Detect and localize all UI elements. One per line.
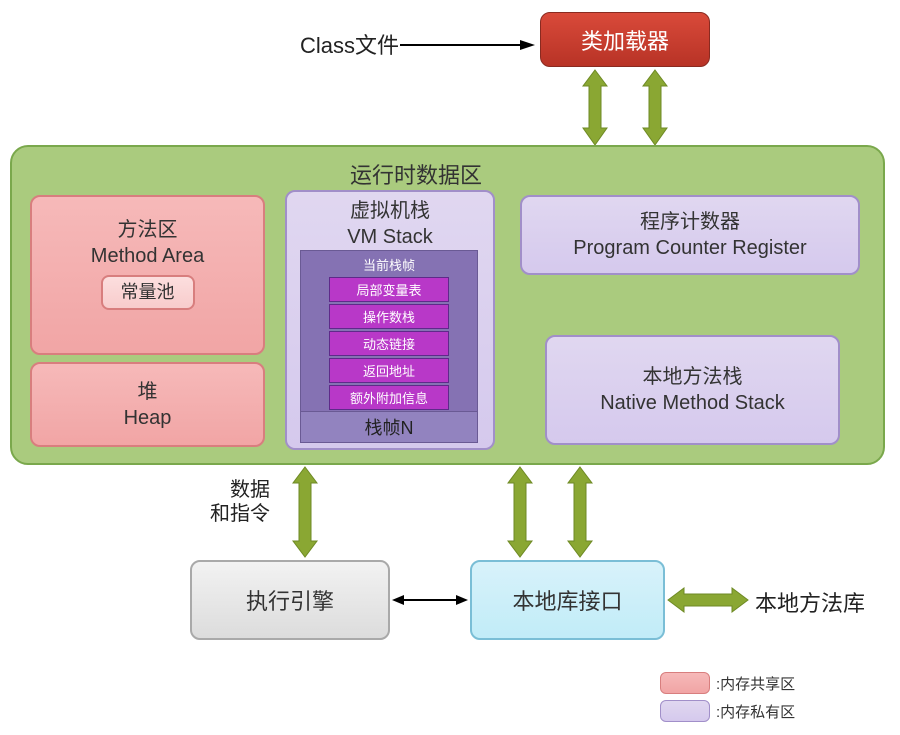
arrow-runtime-execengine: [285, 467, 325, 557]
heap-line1: 堆: [138, 379, 158, 405]
heap-line2: Heap: [124, 405, 172, 431]
pc-register-line2: Program Counter Register: [573, 235, 806, 261]
native-lib-interface-box: 本地库接口: [470, 560, 665, 640]
current-frame-title: 当前栈帧: [363, 255, 415, 274]
data-instruction-line1: 数据: [230, 479, 270, 501]
frame-item-0: 局部变量表: [329, 277, 449, 302]
legend-shared-swatch: [660, 672, 710, 694]
exec-engine-label: 执行引擎: [246, 584, 334, 616]
pc-register-box: 程序计数器 Program Counter Register: [520, 195, 860, 275]
frame-item-1: 操作数栈: [329, 304, 449, 329]
arrow-loader-runtime-down2: [635, 70, 675, 145]
classloader-label: 类加载器: [581, 24, 669, 56]
arrow-exec-nativelib: [392, 592, 468, 608]
native-stack-line2: Native Method Stack: [600, 390, 785, 416]
stackframe-n-label: 栈帧N: [365, 414, 414, 440]
arrow-nativelibif-nativelib: [668, 580, 748, 620]
pc-register-line1: 程序计数器: [640, 209, 740, 235]
data-instruction-label: 数据 和指令: [210, 478, 270, 526]
native-lib-interface-label: 本地库接口: [512, 584, 622, 616]
arrow-runtime-nativelib-1: [500, 467, 540, 557]
vm-stack-line1: 虚拟机栈: [350, 198, 430, 224]
legend-shared-text: :内存共享区: [716, 673, 795, 694]
arrow-classfile-to-loader: [400, 40, 540, 60]
classfile-label: Class文件: [300, 28, 399, 60]
legend-private-swatch: [660, 700, 710, 722]
stackframe-n-box: 栈帧N: [300, 411, 478, 443]
classloader-box: 类加载器: [540, 12, 710, 67]
method-area-line1: 方法区: [118, 217, 178, 243]
arrow-loader-runtime-down: [575, 70, 615, 145]
current-stackframe-box: 当前栈帧 局部变量表 操作数栈 动态链接 返回地址 额外附加信息: [300, 250, 478, 416]
frame-item-4: 额外附加信息: [329, 385, 449, 410]
arrow-runtime-nativelib-2: [560, 467, 600, 557]
constant-pool-box: 常量池: [101, 275, 195, 310]
native-method-stack-box: 本地方法栈 Native Method Stack: [545, 335, 840, 445]
heap-box: 堆 Heap: [30, 362, 265, 447]
legend-private-text: :内存私有区: [716, 701, 795, 722]
exec-engine-box: 执行引擎: [190, 560, 390, 640]
method-area-line2: Method Area: [91, 243, 204, 269]
method-area-box: 方法区 Method Area 常量池: [30, 195, 265, 355]
native-lib-label: 本地方法库: [755, 586, 865, 618]
frame-item-3: 返回地址: [329, 358, 449, 383]
constant-pool-label: 常量池: [121, 282, 175, 302]
frame-item-2: 动态链接: [329, 331, 449, 356]
runtime-area-title: 运行时数据区: [350, 158, 482, 190]
data-instruction-line2: 和指令: [210, 503, 270, 525]
native-stack-line1: 本地方法栈: [643, 364, 743, 390]
vm-stack-line2: VM Stack: [347, 224, 433, 250]
